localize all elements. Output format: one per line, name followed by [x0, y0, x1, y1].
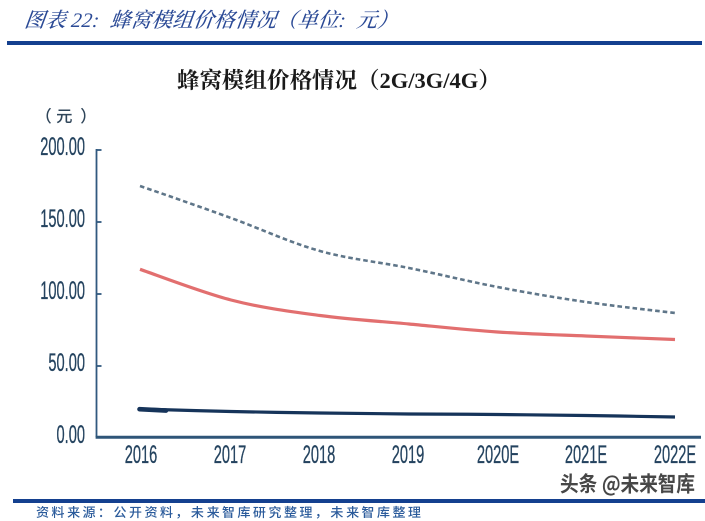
svg-text:头条 @未来智库: 头条 @未来智库	[560, 468, 695, 499]
